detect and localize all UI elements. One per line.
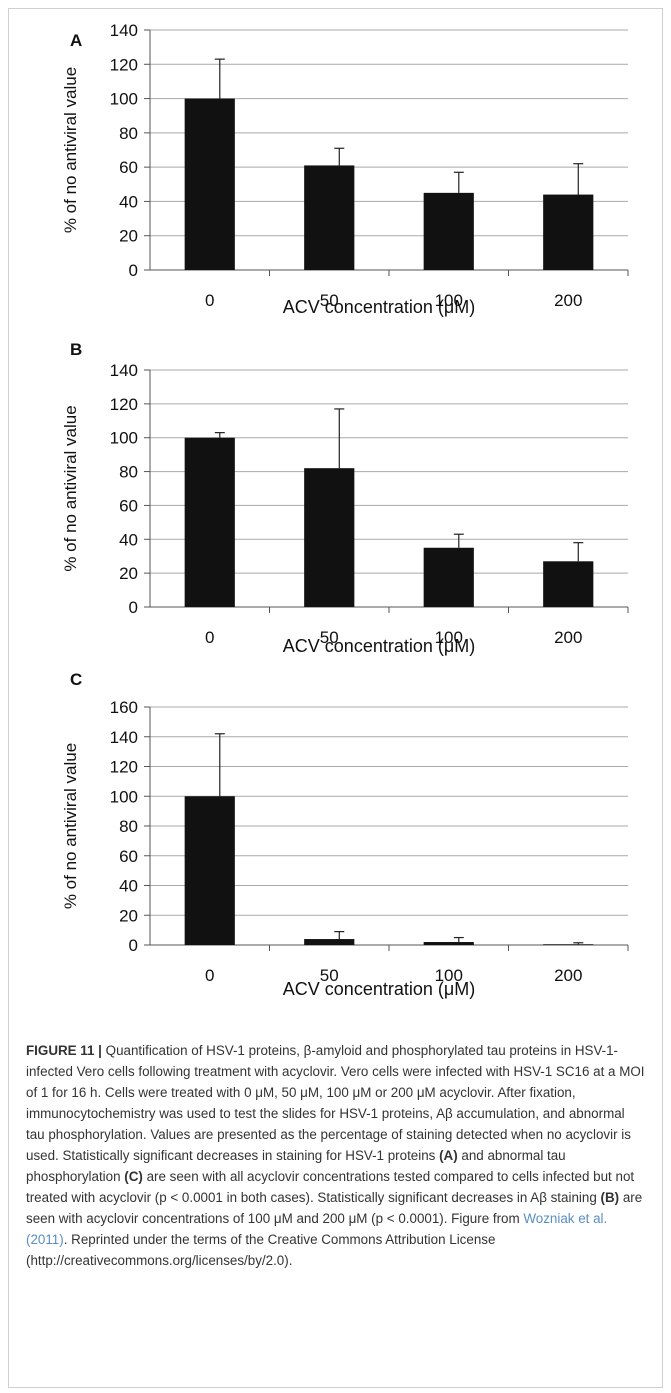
panel-label: C	[70, 670, 82, 689]
y-tick-label: 80	[119, 817, 138, 836]
y-tick-label: 140	[110, 361, 138, 380]
x-tick-label: 200	[554, 966, 582, 985]
y-tick-label: 20	[119, 564, 138, 583]
y-tick-label: 60	[119, 158, 138, 177]
x-tick-label: 200	[554, 291, 582, 310]
y-tick-label: 40	[119, 192, 138, 211]
bar-100	[423, 192, 474, 270]
x-axis-label: ACV concentration (μM)	[283, 297, 475, 317]
y-tick-label: 120	[110, 395, 138, 414]
bar-50	[304, 165, 355, 270]
y-tick-label: 0	[129, 936, 138, 955]
y-tick-label: 120	[110, 758, 138, 777]
bar-0	[184, 98, 235, 270]
caption-text-4: are seen with acyclovir concentrations o…	[26, 1190, 643, 1226]
figure-frame	[8, 8, 663, 1388]
figure-caption: FIGURE 11 | Quantification of HSV-1 prot…	[26, 1040, 646, 1271]
x-tick-label: 100	[435, 966, 463, 985]
y-tick-label: 60	[119, 847, 138, 866]
caption-text-2: and abnormal tau phosphorylation	[26, 1148, 566, 1184]
caption-ref-c: (C)	[124, 1169, 143, 1184]
bar-0	[184, 796, 235, 945]
caption-ref-a: (A)	[439, 1148, 458, 1163]
figure-label: FIGURE 11 |	[26, 1043, 102, 1058]
panel-label: B	[70, 340, 82, 359]
x-tick-label: 200	[554, 628, 582, 647]
y-tick-label: 120	[110, 55, 138, 74]
y-axis-label: % of no antiviral value	[61, 405, 80, 571]
caption-text-3: are seen with all acyclovir concentratio…	[26, 1169, 635, 1205]
y-tick-label: 140	[110, 21, 138, 40]
x-axis-label: ACV concentration (μM)	[283, 636, 475, 656]
chart-panel-a: A 0 20 40 60 80 100 120 140 0 50 100 200 ACV concentr…	[61, 21, 629, 317]
bar-200	[543, 944, 594, 946]
bar-200	[543, 561, 594, 607]
chart-panel-b: B 0 20 40 60 80 100 120 140 0 50 100 200 ACV concentr…	[61, 340, 629, 656]
y-tick-label: 40	[119, 877, 138, 896]
y-tick-label: 40	[119, 530, 138, 549]
y-axis-label: % of no antiviral value	[61, 743, 80, 909]
caption-text-5: . Reprinted under the terms of the Creat…	[26, 1232, 496, 1268]
bar-100	[423, 942, 474, 945]
y-tick-label: 100	[110, 90, 138, 109]
x-tick-label: 100	[435, 628, 463, 647]
x-tick-label: 0	[205, 628, 214, 647]
y-tick-label: 100	[110, 787, 138, 806]
y-tick-label: 20	[119, 227, 138, 246]
x-tick-label: 0	[205, 291, 214, 310]
chart-panel-c: C 0 20 40 60 80 100 120 140 160 0 50 100 200 ACV conce…	[61, 670, 629, 999]
y-tick-label: 80	[119, 463, 138, 482]
bar-0	[184, 437, 235, 607]
y-tick-label: 80	[119, 124, 138, 143]
x-tick-label: 50	[320, 628, 339, 647]
x-tick-label: 50	[320, 291, 339, 310]
bar-200	[543, 194, 594, 270]
bar-50	[304, 468, 355, 607]
x-axis-label: ACV concentration (μM)	[283, 979, 475, 999]
x-tick-label: 0	[205, 966, 214, 985]
x-tick-label: 50	[320, 966, 339, 985]
y-tick-label: 100	[110, 429, 138, 448]
y-tick-label: 140	[110, 728, 138, 747]
y-tick-label: 20	[119, 906, 138, 925]
panel-label: A	[70, 31, 82, 50]
citation-link[interactable]: Wozniak et al. (2011)	[26, 1211, 608, 1247]
caption-text-1: Quantification of HSV-1 proteins, β-amyl…	[26, 1043, 645, 1163]
y-tick-label: 0	[129, 598, 138, 617]
y-tick-label: 0	[129, 261, 138, 280]
y-tick-label: 160	[110, 698, 138, 717]
y-tick-label: 60	[119, 496, 138, 515]
y-axis-label: % of no antiviral value	[61, 67, 80, 233]
bar-100	[423, 547, 474, 607]
x-tick-label: 100	[435, 291, 463, 310]
bar-50	[304, 939, 355, 945]
caption-ref-b: (B)	[600, 1190, 620, 1205]
